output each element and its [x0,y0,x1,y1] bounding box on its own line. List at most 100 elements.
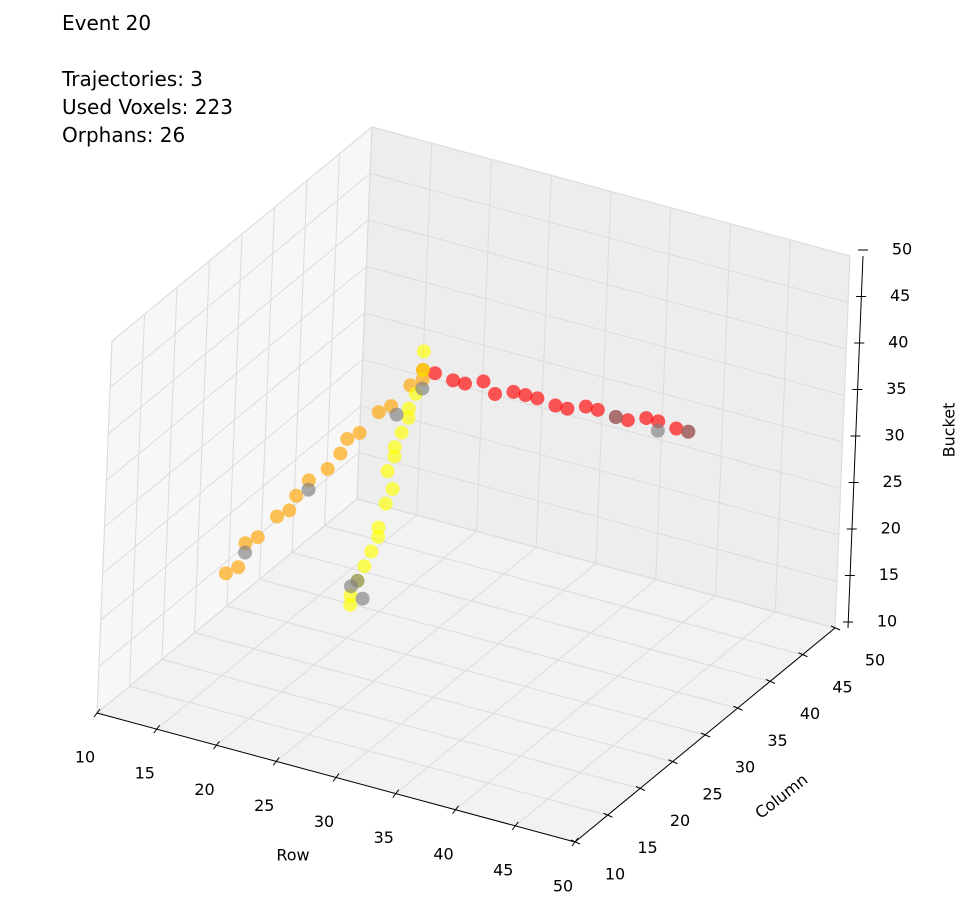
voxel [218,566,233,581]
annotation: Orphans: 26 [62,123,185,147]
y-tick-label: 30 [735,758,755,777]
chart-title: Event 20 [62,11,151,35]
voxel [427,366,442,381]
voxel [371,405,386,420]
z-tick-label: 35 [886,379,906,398]
voxel [608,410,623,424]
grid-line [106,266,367,481]
annotation: Trajectories: 3 [61,67,203,91]
y-tick-label: 20 [670,811,690,830]
voxel [301,482,316,497]
voxel [560,401,575,416]
grid-line [194,632,673,763]
voxel [238,545,253,560]
x-tick-label: 45 [493,860,513,879]
grid-line [371,126,851,257]
y-tick [603,812,613,818]
y-tick [570,839,581,845]
voxel [458,376,472,391]
y-tick [830,625,841,631]
voxel [446,373,461,388]
grid-line [259,578,738,709]
x-tick-label: 10 [75,748,95,767]
voxel [387,440,402,455]
grid-line [100,405,362,621]
grid-line [324,525,803,656]
annotation: Used Voxels: 223 [62,95,233,119]
voxel [476,374,491,389]
voxel [357,559,372,574]
voxel [415,381,430,396]
grid-line [356,498,836,629]
voxel [355,591,370,606]
voxel [506,384,521,399]
z-tick-label: 10 [877,612,897,631]
x-tick-label: 25 [254,796,274,815]
voxel [333,446,348,461]
z-axis-label: Bucket [940,403,959,458]
grid-line [104,312,365,528]
grid-line [368,219,847,350]
y-tick [798,652,808,658]
x-tick [332,773,340,782]
voxel [385,482,400,496]
grid-line [358,452,838,582]
y-tick-label: 15 [637,838,657,857]
y-tick [765,679,776,684]
y-tick [733,705,743,711]
voxel [371,520,386,535]
voxel [364,544,379,559]
x-tick [511,821,519,831]
x-tick [272,757,280,766]
voxel [231,560,246,575]
voxel [380,464,395,479]
y-tick-label: 35 [767,731,787,750]
voxel [416,362,431,377]
voxel [590,402,605,417]
z-tick-label: 15 [879,565,899,584]
grid-line [107,219,369,435]
x-tick-label: 20 [194,780,214,799]
voxel [282,503,297,518]
grid-line [111,126,373,342]
y-tick [668,759,678,765]
voxel [578,399,593,414]
y-tick-label: 40 [800,704,820,723]
voxel [518,388,533,403]
voxel [320,461,335,476]
z-tick-label: 45 [890,286,910,305]
y-tick-label: 50 [865,651,885,670]
x-tick-label: 35 [374,828,394,847]
voxel [681,424,696,439]
z-axis [847,255,864,629]
z-tick-label: 25 [882,472,902,491]
voxel [416,344,431,359]
grid-line [129,685,608,816]
x-axis-label: Row [276,846,309,865]
grid-line [161,659,641,789]
voxel [340,431,355,446]
voxel [389,407,404,422]
y-tick-label: 45 [832,677,852,696]
voxel [401,401,416,416]
y-tick-label: 25 [702,784,722,803]
grid-line [98,452,360,667]
voxel [289,488,304,503]
grid-line [226,605,706,736]
grid-line [364,312,843,443]
x-tick-label: 40 [433,844,453,863]
voxel [530,391,545,406]
grid-line [366,266,845,396]
voxel [352,425,367,440]
grid-line [109,173,371,388]
z-tick-label: 30 [884,426,904,445]
x-tick [452,805,459,815]
z-tick-label: 20 [881,519,901,538]
y-tick [635,786,646,791]
voxel [488,387,503,401]
x-tick [93,708,101,718]
voxel [639,411,654,426]
voxel [669,421,684,436]
voxel [378,496,393,511]
